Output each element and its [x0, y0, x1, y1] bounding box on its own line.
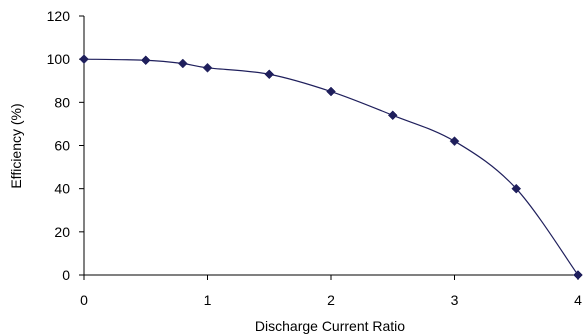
data-point-marker — [387, 110, 398, 121]
y-tick-label: 100 — [47, 51, 71, 67]
x-axis: 0 1 2 3 4 — [80, 274, 582, 308]
data-points — [79, 54, 583, 280]
y-tick-label: 80 — [54, 94, 70, 110]
y-tick-label: 0 — [62, 267, 70, 283]
data-point-marker — [326, 86, 336, 97]
y-axis-title: Efficiency (%) — [8, 103, 24, 188]
x-tick-label: 0 — [80, 292, 88, 308]
data-point-marker — [202, 62, 213, 73]
y-tick-label: 20 — [54, 224, 70, 240]
x-tick-label: 1 — [204, 292, 212, 308]
data-point-marker — [449, 136, 460, 147]
y-tick-label: 60 — [54, 138, 70, 154]
x-tick-label: 2 — [327, 292, 335, 308]
data-point-marker — [79, 54, 89, 65]
data-point-marker — [573, 270, 583, 280]
data-point-marker — [177, 58, 188, 69]
y-axis: 0 20 40 60 80 100 120 — [47, 8, 85, 283]
y-tick-label: 120 — [47, 8, 71, 24]
data-point-marker — [264, 69, 275, 80]
x-tick-label: 3 — [451, 292, 459, 308]
x-tick-label: 4 — [574, 292, 582, 308]
data-point-marker — [511, 183, 522, 194]
series-line — [83, 58, 579, 276]
data-point-marker — [140, 55, 151, 66]
y-tick-label: 40 — [54, 181, 70, 197]
x-axis-title: Discharge Current Ratio — [255, 318, 405, 334]
